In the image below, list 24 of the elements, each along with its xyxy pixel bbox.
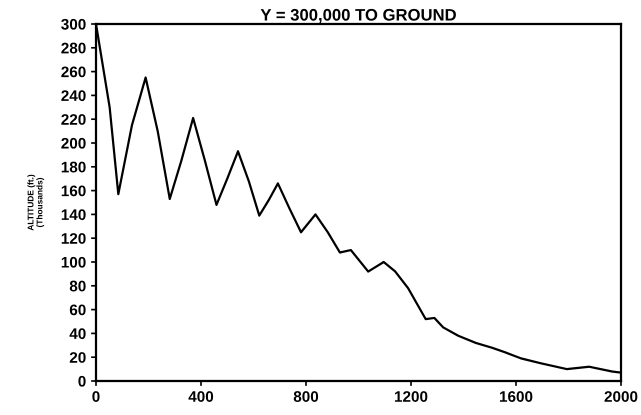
x-tick-label: 2000	[604, 391, 638, 402]
y-tick-label: 100	[62, 256, 86, 268]
y-tick-label: 120	[62, 233, 86, 244]
x-tick-label: 800	[294, 391, 318, 402]
y-axis-title: ALTITUDE (ft.) (Thousands)	[27, 174, 44, 230]
y-tick-label: 80	[70, 280, 86, 292]
x-tick-label: 0	[92, 391, 100, 402]
y-tick-label: 260	[61, 66, 86, 78]
y-tick-label: 140	[62, 209, 86, 220]
y-tick-label: 160	[62, 185, 86, 196]
y-tick-label: 300	[61, 18, 86, 30]
y-tick-label: 220	[61, 114, 86, 125]
x-tick-label: 1200	[394, 391, 428, 402]
y-tick-label: 280	[61, 42, 86, 54]
y-tick-label: 60	[70, 304, 86, 316]
y-tick-label: 20	[70, 352, 86, 363]
y-tick-label: 180	[62, 162, 86, 172]
x-tick-label: 1600	[500, 391, 532, 402]
y-tick-label: 240	[61, 90, 86, 102]
y-tick-label: 0	[78, 376, 86, 387]
y-tick-label: 200	[61, 138, 86, 149]
x-tick-label: 400	[188, 391, 214, 402]
chart-title: Y = 300,000 TO GROUND	[260, 8, 456, 24]
y-tick-label: 40	[70, 328, 86, 340]
